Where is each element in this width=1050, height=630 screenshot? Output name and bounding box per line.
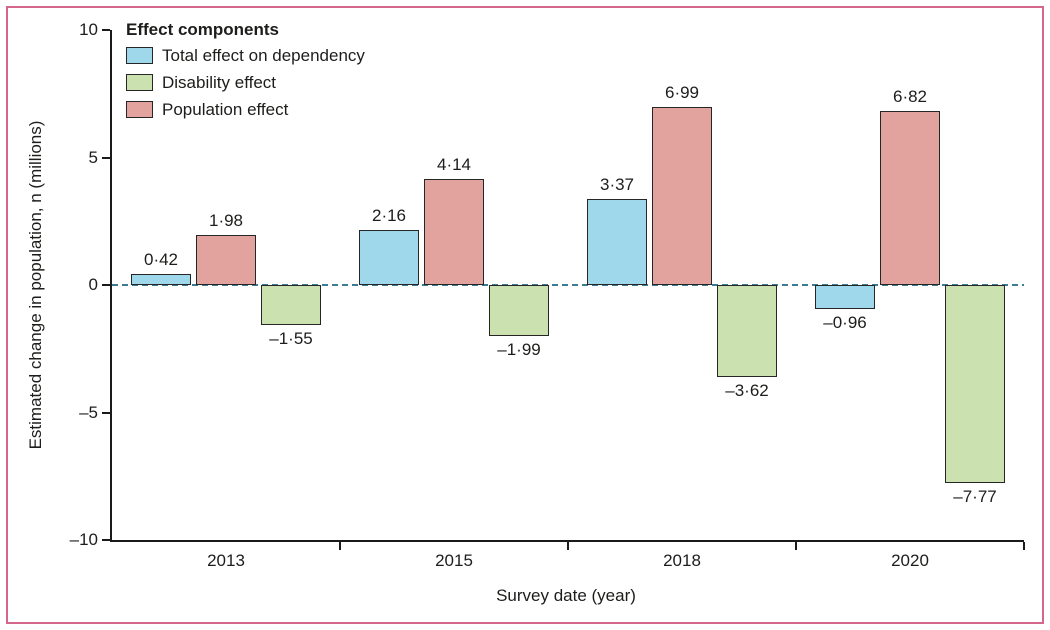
x-axis-tick-label-2018: 2018 [663, 551, 701, 570]
bar-value-label-2013-disability-effect: –1·55 [269, 328, 313, 348]
x-axis-tick-1 [339, 542, 341, 550]
legend-swatch-total-effect-icon [126, 47, 153, 64]
bar-value-label-2015-total-effect-on-dependency: 2·16 [371, 205, 407, 225]
bar-value-label-2018-total-effect-on-dependency: 3·37 [599, 175, 635, 195]
y-axis-title: Estimated change in population, n (milli… [26, 120, 45, 450]
bar-2013-population-effect [196, 234, 256, 285]
x-axis-tick-2 [567, 542, 569, 550]
bar-2013-total-effect-on-dependency [131, 274, 191, 285]
legend-label-total-effect: Total effect on dependency [162, 46, 365, 65]
legend-swatch-population-effect-icon [126, 101, 153, 118]
bar-2015-disability-effect [489, 285, 549, 336]
bar-value-label-2020-disability-effect: –7·77 [953, 487, 997, 507]
plot-area: 0·42 1·98 –1·55 2·16 4·14 –1·99 3·37 6·99 –3·62 –… [70, 21, 1025, 570]
bar-value-label-2015-population-effect: 4·14 [436, 155, 472, 175]
bar-2018-population-effect [652, 106, 712, 285]
bar-value-label-2020-total-effect-on-dependency: –0·96 [823, 313, 867, 333]
x-axis-tick-label-2013: 2013 [207, 551, 245, 570]
y-axis-tick-label--10: –10 [69, 530, 98, 549]
bar-value-label-2013-population-effect: 1·98 [208, 210, 244, 230]
legend-item-population: Population effect [126, 101, 365, 118]
legend-swatch-disability-effect-icon [126, 74, 153, 91]
y-axis-tick-0 [102, 284, 110, 286]
zero-baseline [112, 284, 1024, 286]
legend-label-population-effect: Population effect [162, 100, 289, 119]
y-axis-tick-5 [102, 156, 110, 159]
y-axis-tick-label-5: 5 [88, 147, 98, 167]
y-axis-tick-label--5: –5 [79, 402, 98, 422]
x-axis-tick-label-2020: 2020 [891, 551, 929, 570]
y-axis-tick--5 [102, 411, 110, 414]
x-axis-title: Survey date (year) [496, 586, 636, 605]
bar-value-label-2015-disability-effect: –1·99 [497, 339, 541, 359]
bar-2020-disability-effect [945, 285, 1005, 484]
bar-2015-total-effect-on-dependency [359, 229, 419, 285]
bar-value-label-2018-population-effect: 6·99 [664, 82, 700, 102]
bar-2015-population-effect [424, 179, 484, 285]
bar-value-label-2013-total-effect-on-dependency: 0·42 [143, 250, 179, 270]
bar-2013-disability-effect [261, 285, 321, 325]
legend-label-disability-effect: Disability effect [162, 73, 277, 92]
x-axis-tick-3 [795, 542, 797, 550]
y-axis-tick-label-0: 0 [88, 275, 98, 294]
bar-2018-total-effect-on-dependency [587, 199, 647, 285]
x-axis-tick-label-2015: 2015 [435, 551, 473, 570]
bar-2020-population-effect [880, 111, 940, 285]
legend-item-disability: Disability effect [126, 74, 365, 91]
bar-2018-disability-effect [717, 285, 777, 378]
x-axis-tick-4 [1023, 542, 1025, 550]
y-axis-tick-10 [102, 29, 110, 31]
legend: Effect components Total effect on depend… [126, 20, 365, 128]
y-axis-tick-label-10: 10 [79, 20, 98, 39]
legend-title: Effect components [126, 20, 280, 39]
legend-item-total: Total effect on dependency [126, 47, 365, 64]
bar-value-label-2018-disability-effect: –3·62 [725, 381, 769, 401]
bar-2020-total-effect-on-dependency [815, 285, 875, 310]
bar-value-label-2020-population-effect: 6·82 [892, 87, 928, 107]
y-axis-tick--10 [102, 539, 110, 541]
